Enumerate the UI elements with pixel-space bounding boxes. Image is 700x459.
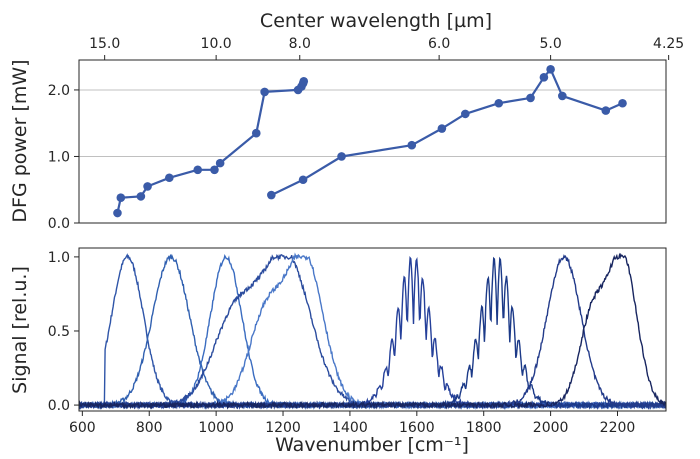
top-data-point [116,193,126,203]
top-y-ticks: 0.0 1.0 2.0 [48,83,79,232]
bottom-xtick-label: 1200 [265,420,301,436]
top-tick-label: 6.0 [428,36,450,52]
top-data-point [210,165,219,175]
top-data-point [136,192,146,201]
top-series-group [113,65,627,218]
top-tick-label: 5.0 [539,36,561,52]
top-data-point [618,98,627,108]
bottom-panel-frame [78,247,667,412]
bottom-ytick-label: 0.5 [48,324,70,340]
bottom-xtick-label: 600 [69,420,96,436]
bottom-ytick-label: 1.0 [48,250,70,266]
bottom-x-ticks: 600 800 1000 1200 1400 1600 1800 2000 2200 [69,411,635,436]
top-data-point [461,109,470,119]
top-data-point [437,124,447,133]
top-data-point [601,106,611,115]
top-ytick-label: 2.0 [48,83,70,99]
top-data-point [251,128,261,138]
spectrum-line [79,253,666,410]
bottom-ylabel: Signal [rel.u.] [9,266,31,394]
top-ylabel: DFG power [mW] [9,59,31,222]
top-data-point [260,87,269,97]
bottom-xtick-label: 1000 [198,420,234,436]
top-data-point [526,93,535,103]
top-data-point [494,98,504,108]
bottom-xlabel: Wavenumber [cm⁻¹] [275,434,469,456]
bottom-xtick-label: 2000 [533,420,569,436]
top-axis-ticks: 15.0 10.0 8.0 6.0 5.0 4.25 [89,36,684,60]
top-data-point [558,91,567,101]
bottom-xtick-label: 1400 [332,420,368,436]
bottom-panel: 0.0 0.5 1.0 600 800 1000 1200 1400 1600 1800 2000… [9,247,667,456]
top-data-point [546,65,555,74]
top-gridlines [79,89,666,157]
top-data-point [215,158,225,168]
spectrum-line [79,252,666,410]
top-data-point [165,173,174,183]
top-data-point [539,72,549,82]
bottom-xtick-label: 1800 [466,420,502,436]
top-data-point [407,140,417,150]
top-data-point [298,175,308,185]
spectrum-line [79,252,666,410]
top-data-point [193,165,203,175]
bottom-xtick-label: 1600 [399,420,435,436]
top-data-point [267,190,276,200]
top-tick-label: 15.0 [89,36,120,52]
bottom-series-group [79,252,666,410]
top-tick-label: 4.25 [653,36,684,52]
bottom-y-ticks: 0.0 0.5 1.0 [48,250,79,414]
spectrum-line [79,254,666,410]
top-panel: Center wavelength [µm] 15.0 10.0 8.0 6.0 5.0… [9,10,684,232]
bottom-xtick-label: 2200 [600,420,636,436]
top-ytick-label: 1.0 [48,149,70,165]
top-data-point [337,152,346,161]
bottom-ytick-label: 0.0 [48,398,70,414]
spectrum-line [79,253,666,410]
spectrum-line [79,253,666,410]
top-data-point [299,76,309,86]
top-panel-frame [78,59,667,224]
top-axis-label: Center wavelength [µm] [260,10,492,32]
bottom-spectra [79,252,666,410]
top-tick-label: 8.0 [289,36,311,52]
top-tick-label: 10.0 [201,36,232,52]
top-data-point [113,208,122,218]
top-series-line [270,68,623,197]
bottom-xtick-label: 800 [136,420,163,436]
spectrum-line [79,256,666,410]
top-ytick-label: 0.0 [48,216,70,232]
top-data-point [143,182,152,191]
spectrum-line [79,256,666,410]
spectrum-line [79,254,666,410]
